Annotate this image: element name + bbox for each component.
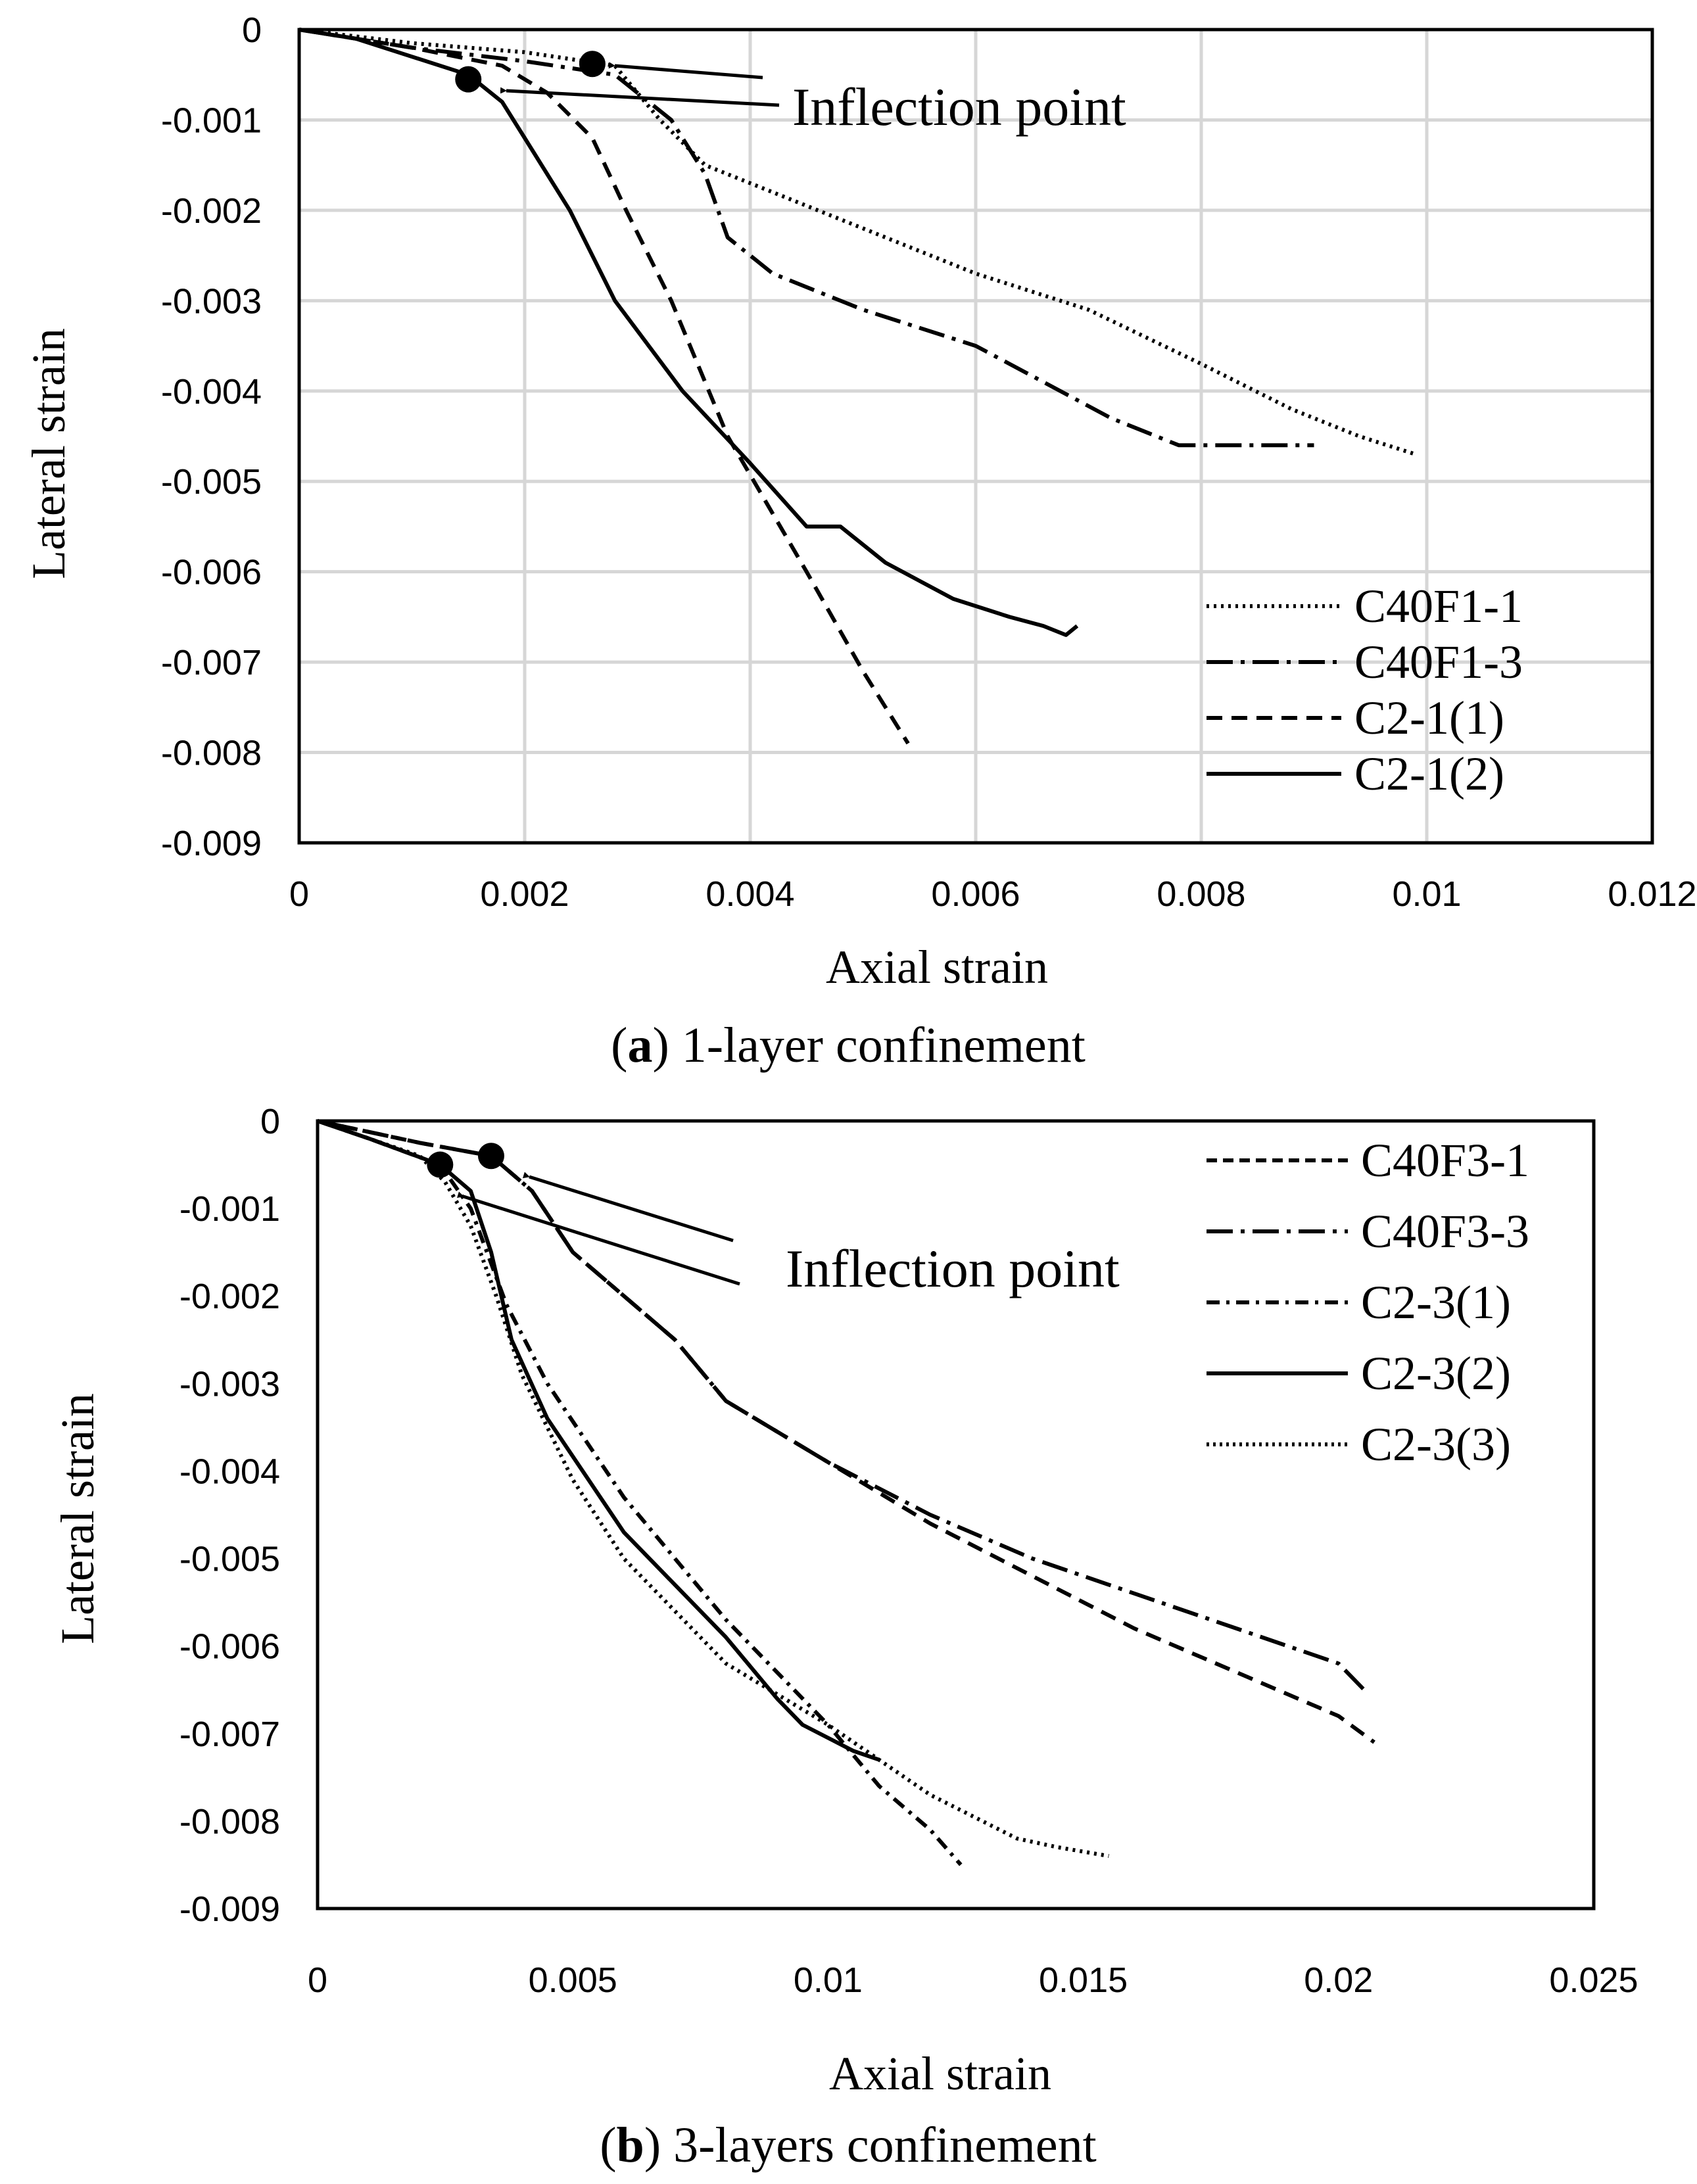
chart-b-legend: C40F3-1 C40F3-3 C2-3(1) C2-3(2) C2-3(3) <box>1207 1134 1529 1471</box>
legend-label-c2-1-1: C2-1(1) <box>1354 692 1504 744</box>
chart-b-x-axis-title: Axial strain <box>829 2047 1051 2100</box>
chart-b-inflection-markers <box>427 1143 504 1178</box>
legend-label-c2-3-1: C2-3(1) <box>1361 1276 1511 1329</box>
chart-b-y-axis-title: Lateral strain <box>51 1393 104 1644</box>
chart-a-series <box>299 28 1416 745</box>
chart-a-y-tick-1: -0.001 <box>161 101 262 140</box>
chart-b-y-tick-7: -0.007 <box>179 1715 280 1754</box>
chart-b-x-tick-0: 0 <box>308 1960 327 2000</box>
chart-a-inflection-markers <box>455 51 606 93</box>
chart-a-x-tick-3: 0.006 <box>931 874 1020 914</box>
chart-a-annotation-inflection-point: Inflection point <box>792 77 1126 137</box>
chart-a-y-tick-5: -0.005 <box>161 462 262 502</box>
chart-a-x-tick-2: 0.004 <box>705 874 794 914</box>
chart-a-caption: (a) 1-layer confinement <box>611 1018 1086 1073</box>
chart-b-y-tick-9: -0.009 <box>179 1889 280 1929</box>
chart-a-y-tick-labels: 0 -0.001 -0.002 -0.003 -0.004 -0.005 -0.006 -0.… <box>161 11 262 863</box>
chart-a-x-tick-0: 0 <box>289 874 309 914</box>
chart-b-y-tick-6: -0.006 <box>179 1627 280 1667</box>
chart-a-x-axis-title: Axial strain <box>826 941 1048 993</box>
chart-a-inflection-marker-1 <box>455 66 482 93</box>
chart-b-series-c2-3-2 <box>317 1119 880 1762</box>
chart-a-annotation-arrow-upper <box>608 62 763 80</box>
chart-b-inflection-marker-1 <box>427 1151 454 1178</box>
chart-b-series-c40f3-3 <box>317 1119 1366 1692</box>
chart-a-y-tick-2: -0.002 <box>161 191 262 231</box>
legend-label-c40f1-1: C40F1-1 <box>1354 580 1523 632</box>
chart-b-y-tick-2: -0.002 <box>179 1277 280 1316</box>
chart-b-3-layers: 0 -0.001 -0.002 -0.003 -0.004 -0.005 -0.006 -0.… <box>51 1102 1638 2173</box>
chart-b-y-tick-8: -0.008 <box>179 1802 280 1841</box>
chart-a-x-tick-6: 0.012 <box>1608 874 1696 914</box>
chart-b-inflection-marker-0 <box>477 1143 504 1170</box>
chart-a-legend: C40F1-1 C40F1-3 C2-1(1) C2-1(2) <box>1207 580 1523 800</box>
chart-b-y-tick-1: -0.001 <box>179 1189 280 1229</box>
chart-a-y-tick-4: -0.004 <box>161 372 262 412</box>
chart-b-plot-frame <box>316 1119 1596 1911</box>
chart-b-x-tick-labels: 0 0.005 0.01 0.015 0.02 0.025 <box>308 1960 1638 2000</box>
legend-label-c40f3-3: C40F3-3 <box>1361 1205 1529 1258</box>
chart-b-annotation-arrow-lower <box>456 1191 740 1286</box>
chart-a-y-tick-9: -0.009 <box>161 824 262 863</box>
chart-b-x-tick-1: 0.005 <box>529 1960 617 2000</box>
chart-b-series-c40f3-1 <box>317 1119 1375 1744</box>
chart-a-series-c2-1-1 <box>299 28 910 745</box>
chart-b-x-tick-3: 0.015 <box>1039 1960 1128 2000</box>
chart-a-y-tick-0: 0 <box>242 11 262 50</box>
chart-a-x-tick-1: 0.002 <box>480 874 569 914</box>
chart-b-annotation-arrow-upper <box>522 1172 734 1243</box>
chart-a-x-tick-labels: 0 0.002 0.004 0.006 0.008 0.01 0.012 <box>289 874 1697 914</box>
legend-label-c40f1-3: C40F1-3 <box>1354 636 1523 688</box>
chart-a-annotation-arrow-lower <box>500 87 780 107</box>
chart-b-y-tick-4: -0.004 <box>179 1452 280 1491</box>
chart-a-y-axis-title: Lateral strain <box>22 328 75 579</box>
chart-a-gridlines <box>299 30 1652 843</box>
chart-a-plot-frame <box>297 28 1654 845</box>
chart-a-1-layer: 0 -0.001 -0.002 -0.003 -0.004 -0.005 -0.006 -0.… <box>22 11 1697 1073</box>
chart-a-series-c2-1-2 <box>299 28 1079 637</box>
chart-b-y-tick-3: -0.003 <box>179 1364 280 1404</box>
chart-b-y-tick-0: 0 <box>260 1102 280 1141</box>
legend-label-c2-1-2: C2-1(2) <box>1354 748 1504 800</box>
legend-label-c2-3-2: C2-3(2) <box>1361 1347 1511 1400</box>
chart-a-y-tick-6: -0.006 <box>161 553 262 592</box>
chart-b-x-tick-2: 0.01 <box>794 1960 863 2000</box>
chart-b-x-tick-4: 0.02 <box>1304 1960 1373 2000</box>
chart-b-caption: (b) 3-layers confinement <box>600 2118 1097 2173</box>
chart-b-annotation-inflection-point: Inflection point <box>786 1239 1120 1298</box>
chart-a-y-tick-7: -0.007 <box>161 643 262 682</box>
chart-b-series-c2-3-3 <box>317 1119 1109 1859</box>
chart-b-series-c2-3-1 <box>317 1119 963 1866</box>
legend-label-c40f3-1: C40F3-1 <box>1361 1134 1529 1187</box>
legend-label-c2-3-3: C2-3(3) <box>1361 1418 1511 1471</box>
chart-b-x-tick-5: 0.025 <box>1549 1960 1638 2000</box>
chart-a-y-tick-3: -0.003 <box>161 281 262 321</box>
chart-b-y-tick-5: -0.005 <box>179 1540 280 1579</box>
chart-a-x-tick-5: 0.01 <box>1392 874 1461 914</box>
chart-a-x-tick-4: 0.008 <box>1157 874 1245 914</box>
chart-b-y-tick-labels: 0 -0.001 -0.002 -0.003 -0.004 -0.005 -0.006 -0.… <box>179 1102 280 1929</box>
chart-a-inflection-marker-0 <box>579 51 606 78</box>
chart-a-y-tick-8: -0.008 <box>161 734 262 773</box>
chart-a-series-c40f1-1 <box>299 28 1416 456</box>
